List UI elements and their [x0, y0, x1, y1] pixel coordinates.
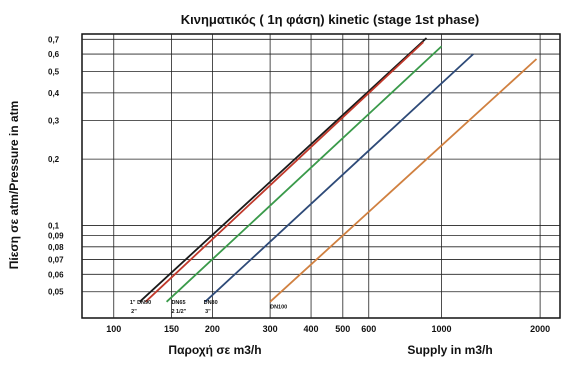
x-tick-label: 2000	[530, 324, 550, 334]
x-tick-label: 100	[106, 324, 121, 334]
x-tick-label: 400	[304, 324, 319, 334]
x-tick-label: 200	[205, 324, 220, 334]
plot-frame	[81, 33, 561, 319]
grid	[81, 33, 561, 319]
dn-annotation: 2 1/2"	[171, 309, 186, 315]
series-line	[269, 58, 538, 303]
x-tick-label: 300	[263, 324, 278, 334]
dn-annotation: 2"	[131, 309, 137, 315]
series-line	[165, 45, 443, 303]
y-tick-label: 0,7	[48, 35, 60, 44]
dn-annotation: DN65	[171, 300, 185, 306]
dn-annotation: DN100	[270, 304, 287, 310]
x-axis-label-greek: Παροχή σε m3/h	[168, 343, 261, 357]
x-tick-label: 150	[164, 324, 179, 334]
x-tick-label: 1000	[431, 324, 451, 334]
y-tick-label: 0,05	[48, 288, 64, 297]
y-tick-label: 0,3	[48, 116, 60, 125]
ticks-group: 100 150 200 300 400 500 600 1000 2000 0,05 0,06 0,0…	[48, 35, 550, 334]
x-axis-label-english: Supply in m3/h	[407, 343, 492, 357]
y-tick-label: 0,09	[48, 232, 64, 241]
chart-title: Κινηματικός ( 1η φάση) kinetic (stage 1s…	[181, 12, 479, 27]
dn-annotation: 3"	[205, 309, 211, 315]
series-line	[204, 53, 474, 303]
y-tick-label: 0,4	[48, 89, 60, 98]
x-tick-label: 500	[335, 324, 350, 334]
series-line	[144, 41, 424, 303]
dn-annotation: 1" DN90	[130, 300, 151, 306]
y-tick-label: 0,2	[48, 155, 60, 164]
y-tick-label: 0,1	[48, 221, 60, 230]
series-line	[139, 37, 428, 303]
y-axis-label: Πίεση σε atm/Pressure in atm	[7, 101, 21, 270]
y-tick-label: 0,07	[48, 256, 64, 265]
y-tick-label: 0,06	[48, 270, 64, 279]
annotations-group: 1" DN90 2" DN65 2 1/2" DN80 3" DN100	[130, 300, 287, 315]
y-tick-label: 0,5	[48, 68, 60, 77]
y-tick-label: 0,6	[48, 50, 60, 59]
y-tick-label: 0,08	[48, 243, 64, 252]
x-tick-label: 600	[361, 324, 376, 334]
series-group	[139, 37, 538, 303]
dn-annotation: DN80	[204, 300, 218, 306]
